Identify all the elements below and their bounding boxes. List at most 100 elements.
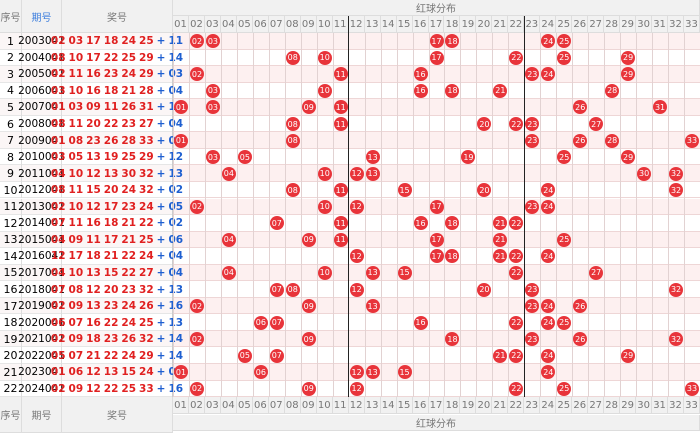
red-ball: 12	[349, 282, 364, 297]
red-ball: 06	[253, 315, 268, 330]
red-ball: 33	[685, 133, 699, 148]
column-line	[556, 33, 558, 397]
red-ball: 11	[333, 183, 348, 198]
red-ball: 17	[429, 249, 444, 264]
plus-sign: +	[156, 266, 166, 279]
red-number: 18	[103, 35, 119, 48]
row-numbers: 03 10 16 18 21 28 +04	[51, 82, 183, 100]
row-issue: 2018041	[18, 281, 65, 298]
column-header: 21	[492, 16, 509, 33]
column-header: 01	[173, 16, 189, 33]
column-line	[492, 33, 494, 397]
red-number: 21	[121, 233, 137, 246]
plus-sign: +	[156, 250, 166, 263]
column-line	[588, 33, 590, 397]
plus-sign: +	[156, 151, 166, 164]
blue-number: 02	[168, 184, 184, 197]
row-issue: 2012041	[18, 181, 65, 199]
red-ball: 02	[189, 34, 204, 49]
red-ball: 12	[349, 249, 364, 264]
column-header: 23	[524, 397, 541, 414]
red-number: 04	[50, 233, 66, 246]
column-line	[396, 33, 398, 397]
red-ball: 24	[541, 299, 556, 314]
plus-sign: +	[156, 101, 166, 114]
column-header: 26	[572, 397, 589, 414]
red-ball: 18	[445, 34, 460, 49]
column-header: 05	[236, 16, 253, 33]
red-number: 22	[103, 51, 119, 64]
red-number: 23	[103, 333, 119, 346]
red-ball: 22	[509, 348, 524, 363]
red-ball: 28	[605, 83, 620, 98]
column-line	[300, 33, 302, 397]
red-number: 26	[103, 134, 119, 147]
column-line	[332, 33, 334, 397]
column-header: 13	[364, 16, 381, 33]
column-line	[444, 33, 446, 397]
red-number: 03	[68, 101, 84, 114]
red-ball: 10	[317, 199, 332, 214]
distribution-header: 红球分布	[173, 0, 700, 16]
row-numbers: 08 11 15 20 24 32 +02	[51, 181, 183, 199]
numbers-header: 奖号	[62, 397, 173, 433]
red-number: 29	[139, 151, 154, 164]
red-number: 12	[50, 250, 66, 263]
red-number: 16	[86, 217, 101, 230]
column-line	[572, 33, 574, 397]
row-numbers: 02 03 17 18 24 25 +11	[51, 33, 183, 50]
red-ball: 21	[493, 348, 508, 363]
dist-band	[173, 181, 700, 199]
red-number: 12	[86, 200, 101, 213]
column-header: 29	[620, 397, 637, 414]
red-ball: 09	[301, 232, 316, 247]
red-number: 13	[86, 300, 101, 313]
issue-header: 期号	[22, 397, 62, 433]
red-number: 17	[103, 200, 119, 213]
row-issue: 2023041	[18, 364, 65, 381]
plus-sign: +	[156, 200, 166, 213]
row-issue: 2004041	[18, 49, 65, 67]
column-header: 15	[396, 397, 413, 414]
row-index: 1	[0, 33, 22, 50]
red-number: 08	[68, 283, 84, 296]
red-ball: 13	[365, 150, 380, 165]
red-ball: 24	[541, 348, 556, 363]
dist-band	[173, 215, 700, 232]
red-number: 20	[103, 283, 119, 296]
red-number: 25	[121, 151, 137, 164]
red-ball: 24	[541, 34, 556, 49]
row-issue: 2022041	[18, 347, 65, 364]
red-number: 09	[68, 233, 84, 246]
red-ball: 11	[333, 117, 348, 132]
plus-sign: +	[156, 118, 166, 131]
red-ball: 23	[525, 199, 540, 214]
column-header: 32	[668, 16, 685, 33]
column-header: 05	[236, 397, 253, 414]
column-header: 33	[684, 397, 700, 414]
red-ball: 16	[413, 216, 428, 231]
column-header: 31	[652, 397, 669, 414]
plus-sign: +	[156, 382, 166, 395]
column-header: 15	[396, 16, 413, 33]
red-ball: 03	[205, 150, 220, 165]
row-numbers: 05 07 21 22 24 29 +14	[51, 347, 183, 364]
red-ball: 06	[253, 365, 268, 380]
red-number: 09	[86, 101, 101, 114]
row-numbers: 02 09 13 23 24 26 +16	[51, 297, 183, 315]
red-number: 22	[121, 266, 137, 279]
red-ball: 01	[173, 365, 188, 380]
red-number: 08	[50, 51, 66, 64]
red-ball: 21	[493, 83, 508, 98]
red-ball: 02	[189, 299, 204, 314]
red-number: 23	[121, 283, 137, 296]
row-issue: 2020041	[18, 314, 65, 331]
column-line	[364, 33, 366, 397]
row-index: 5	[0, 99, 22, 116]
column-header: 30	[636, 16, 653, 33]
row-numbers: 04 09 11 17 21 25 +06	[51, 231, 183, 249]
plus-sign: +	[156, 68, 166, 81]
red-number: 04	[50, 167, 66, 180]
red-ball: 03	[205, 83, 220, 98]
